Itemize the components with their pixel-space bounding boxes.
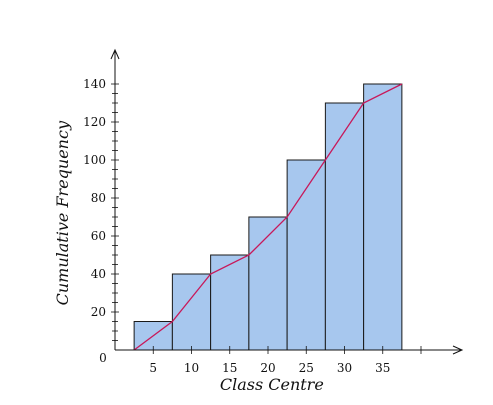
histogram-bar-7 bbox=[363, 83, 403, 351]
y-tick-label: 100 bbox=[83, 153, 106, 167]
y-tick-label: 40 bbox=[91, 267, 106, 281]
histogram-bar-5 bbox=[286, 159, 326, 351]
histogram-bars bbox=[133, 83, 403, 351]
x-tick-label: 25 bbox=[299, 361, 314, 375]
y-tick-label: 120 bbox=[83, 115, 106, 129]
x-tick-label: 35 bbox=[375, 361, 390, 375]
histogram-bar-6 bbox=[324, 102, 365, 351]
tick-labels: 20 40 60 80 100 120 140 5 10 15 20 25 30 35 bbox=[83, 77, 390, 375]
y-axis-arrow bbox=[110, 48, 120, 60]
x-axis-title: Class Centre bbox=[220, 375, 324, 394]
histogram-bar-4 bbox=[248, 216, 288, 351]
y-tick-label: 80 bbox=[91, 191, 106, 205]
axes bbox=[110, 48, 464, 355]
y-tick-label: 60 bbox=[91, 229, 106, 243]
x-tick-label: 10 bbox=[184, 361, 199, 375]
y-tick-label: 20 bbox=[91, 305, 106, 319]
x-tick-label: 5 bbox=[149, 361, 157, 375]
ogive-line bbox=[133, 83, 403, 351]
x-axis-arrow bbox=[452, 345, 464, 355]
y-tick-label: 140 bbox=[83, 77, 106, 91]
x-tick-label: 20 bbox=[260, 361, 275, 375]
y-axis-title: Cumulative Frequency bbox=[53, 120, 72, 305]
x-tick-label: 15 bbox=[222, 361, 237, 375]
x-tick-label: 30 bbox=[337, 361, 352, 375]
histogram-bar-3 bbox=[210, 254, 250, 351]
histogram-bar-2 bbox=[171, 273, 212, 351]
origin-label: 0 bbox=[99, 351, 107, 365]
